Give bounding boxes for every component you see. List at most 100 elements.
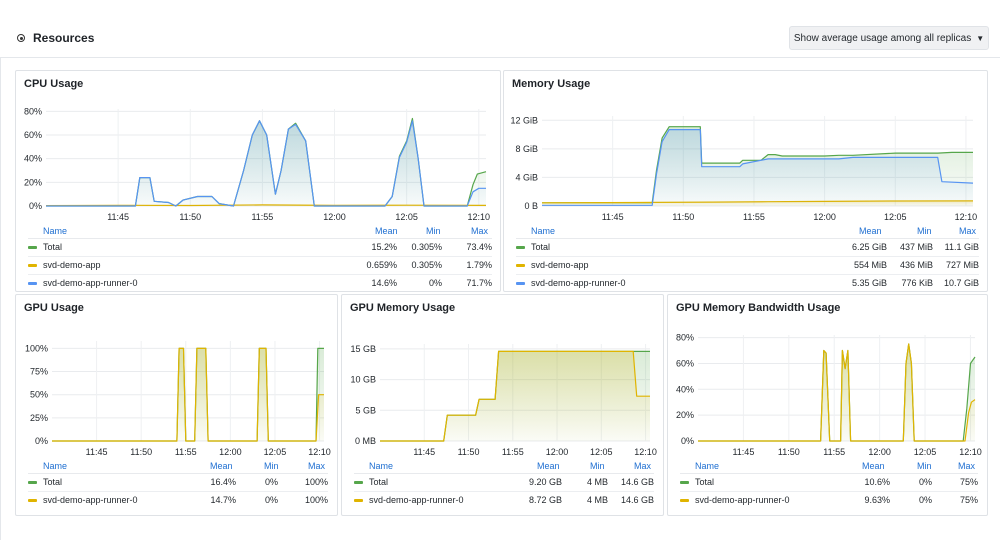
- legend-mean-header[interactable]: Mean: [375, 226, 398, 236]
- legend-max: 73.4%: [466, 242, 492, 252]
- y-tick-label: 100%: [25, 343, 48, 353]
- legend-row[interactable]: Total 9.20 GB 4 MB 14.6 GB: [354, 474, 654, 492]
- legend-min-header[interactable]: Min: [426, 226, 441, 236]
- x-tick-label: 11:45: [413, 447, 435, 457]
- legend-name-header[interactable]: Name: [43, 461, 68, 471]
- x-tick-label: 11:55: [823, 447, 845, 457]
- legend-mean-header[interactable]: Mean: [210, 461, 233, 471]
- gpu-memory-bandwidth-panel: GPU Memory Bandwidth Usage 0% 20% 40% 60% 80…: [667, 294, 988, 516]
- legend-min: 0%: [264, 477, 278, 487]
- legend-series-name: svd-demo-app: [531, 260, 589, 270]
- legend-mean-header[interactable]: Mean: [862, 461, 885, 471]
- legend-max-header[interactable]: Max: [471, 226, 489, 236]
- x-tick-label: 11:45: [107, 212, 129, 222]
- series-area: [380, 351, 650, 441]
- legend-min: 0%: [918, 495, 932, 505]
- legend-header: Name Mean Min Max: [28, 223, 492, 239]
- legend-header: Name Mean Min Max: [680, 458, 978, 474]
- series-line[interactable]: [698, 343, 976, 442]
- legend-series-name: svd-demo-app: [43, 260, 101, 270]
- legend-min-header[interactable]: Min: [917, 226, 932, 236]
- average-usage-button[interactable]: Show average usage among all replicas ▼: [789, 26, 989, 50]
- series-line[interactable]: [52, 347, 324, 442]
- legend-row[interactable]: Total 15.2% 0.305% 73.4%: [28, 239, 492, 257]
- legend-min: 437 MiB: [899, 242, 933, 252]
- x-tick-label: 11:55: [743, 212, 765, 222]
- legend-max: 727 MiB: [945, 260, 979, 270]
- gpu-usage-chart: 0% 25% 50% 75% 100% 11:45 11:50 11:55 12:00 12:05…: [25, 341, 331, 457]
- legend-min-header[interactable]: Min: [917, 461, 932, 471]
- series-line[interactable]: [698, 343, 976, 442]
- legend-mean: 14.7%: [210, 495, 236, 505]
- x-tick-label: 12:00: [813, 212, 836, 222]
- legend-min-header[interactable]: Min: [590, 461, 605, 471]
- legend-swatch: [28, 246, 37, 249]
- legend-row[interactable]: svd-demo-app-runner-0 5.35 GiB 776 KiB 1…: [516, 275, 979, 293]
- series-line[interactable]: [46, 120, 486, 207]
- legend-swatch: [516, 264, 525, 267]
- legend-mean: 16.4%: [210, 477, 236, 487]
- legend-row[interactable]: svd-demo-app-runner-0 14.7% 0% 100%: [28, 492, 328, 510]
- legend-max: 1.79%: [466, 260, 492, 270]
- legend-min: 0.305%: [411, 242, 442, 252]
- legend-mean-header[interactable]: Mean: [859, 226, 882, 236]
- legend-name-header[interactable]: Name: [43, 226, 68, 236]
- y-tick-label: 0%: [35, 436, 48, 446]
- legend-max-header[interactable]: Max: [959, 226, 977, 236]
- legend-name-header[interactable]: Name: [369, 461, 394, 471]
- panel-title: Memory Usage: [512, 78, 591, 90]
- legend-row[interactable]: svd-demo-app-runner-0 14.6% 0% 71.7%: [28, 275, 492, 293]
- x-tick-label: 12:05: [264, 447, 287, 457]
- legend-header: Name Mean Min Max: [354, 458, 654, 474]
- legend-max: 14.6 GB: [620, 495, 654, 505]
- legend-name-header[interactable]: Name: [695, 461, 720, 471]
- gpu-memory-usage-panel: GPU Memory Usage 0 MB 5 GB 10 GB 15 GB 11:45…: [341, 294, 664, 516]
- legend-min-header[interactable]: Min: [264, 461, 279, 471]
- legend-min: 0%: [918, 477, 932, 487]
- legend-series-name: svd-demo-app-runner-0: [43, 495, 138, 505]
- legend-max-header[interactable]: Max: [308, 461, 326, 471]
- legend-min: 4 MB: [586, 495, 608, 505]
- panel-title: GPU Memory Usage: [350, 302, 456, 314]
- x-tick-label: 12:05: [590, 447, 613, 457]
- x-tick-label: 11:45: [732, 447, 754, 457]
- x-tick-label: 11:55: [251, 212, 273, 222]
- series-area: [698, 344, 975, 441]
- resources-toggle[interactable]: Resources: [17, 31, 94, 45]
- legend-series-name: Total: [369, 477, 389, 487]
- legend-mean: 6.25 GiB: [851, 242, 887, 252]
- legend-mean-header[interactable]: Mean: [537, 461, 560, 471]
- series-line[interactable]: [542, 126, 973, 204]
- legend-mean: 8.72 GB: [528, 495, 562, 505]
- average-usage-label: Show average usage among all replicas: [793, 32, 972, 44]
- legend-name-header[interactable]: Name: [531, 226, 556, 236]
- legend-row[interactable]: svd-demo-app 0.659% 0.305% 1.79%: [28, 257, 492, 275]
- gpu-usage-panel: GPU Usage 0% 25% 50% 75% 100% 11:45 11:50 11:55…: [15, 294, 338, 516]
- series-line[interactable]: [380, 350, 650, 442]
- legend-row[interactable]: Total 6.25 GiB 437 MiB 11.1 GiB: [516, 239, 979, 257]
- legend-row[interactable]: svd-demo-app-runner-0 8.72 GB 4 MB 14.6 …: [354, 492, 654, 510]
- legend-mean: 15.2%: [371, 242, 397, 252]
- legend-row[interactable]: svd-demo-app 554 MiB 436 MiB 727 MiB: [516, 257, 979, 275]
- x-tick-label: 12:10: [634, 447, 657, 457]
- y-tick-label: 15 GB: [350, 344, 376, 354]
- legend-mean: 9.63%: [864, 495, 890, 505]
- y-tick-label: 40%: [24, 154, 42, 164]
- legend-mean: 9.20 GB: [528, 477, 562, 487]
- legend-mean: 10.6%: [864, 477, 890, 487]
- y-tick-label: 60%: [676, 358, 694, 368]
- legend-row[interactable]: Total 16.4% 0% 100%: [28, 474, 328, 492]
- legend-header: Name Mean Min Max: [28, 458, 328, 474]
- x-tick-label: 12:10: [308, 447, 331, 457]
- legend-max-header[interactable]: Max: [634, 461, 652, 471]
- collapse-icon[interactable]: [17, 34, 25, 42]
- y-tick-label: 8 GiB: [515, 144, 538, 154]
- legend-row[interactable]: svd-demo-app-runner-0 9.63% 0% 75%: [680, 492, 978, 510]
- y-tick-label: 0%: [681, 436, 694, 446]
- series-line[interactable]: [542, 129, 974, 206]
- legend-min: 0%: [264, 495, 278, 505]
- legend-swatch: [28, 282, 37, 285]
- legend-max-header[interactable]: Max: [958, 461, 976, 471]
- x-tick-label: 11:50: [179, 212, 201, 222]
- legend-row[interactable]: Total 10.6% 0% 75%: [680, 474, 978, 492]
